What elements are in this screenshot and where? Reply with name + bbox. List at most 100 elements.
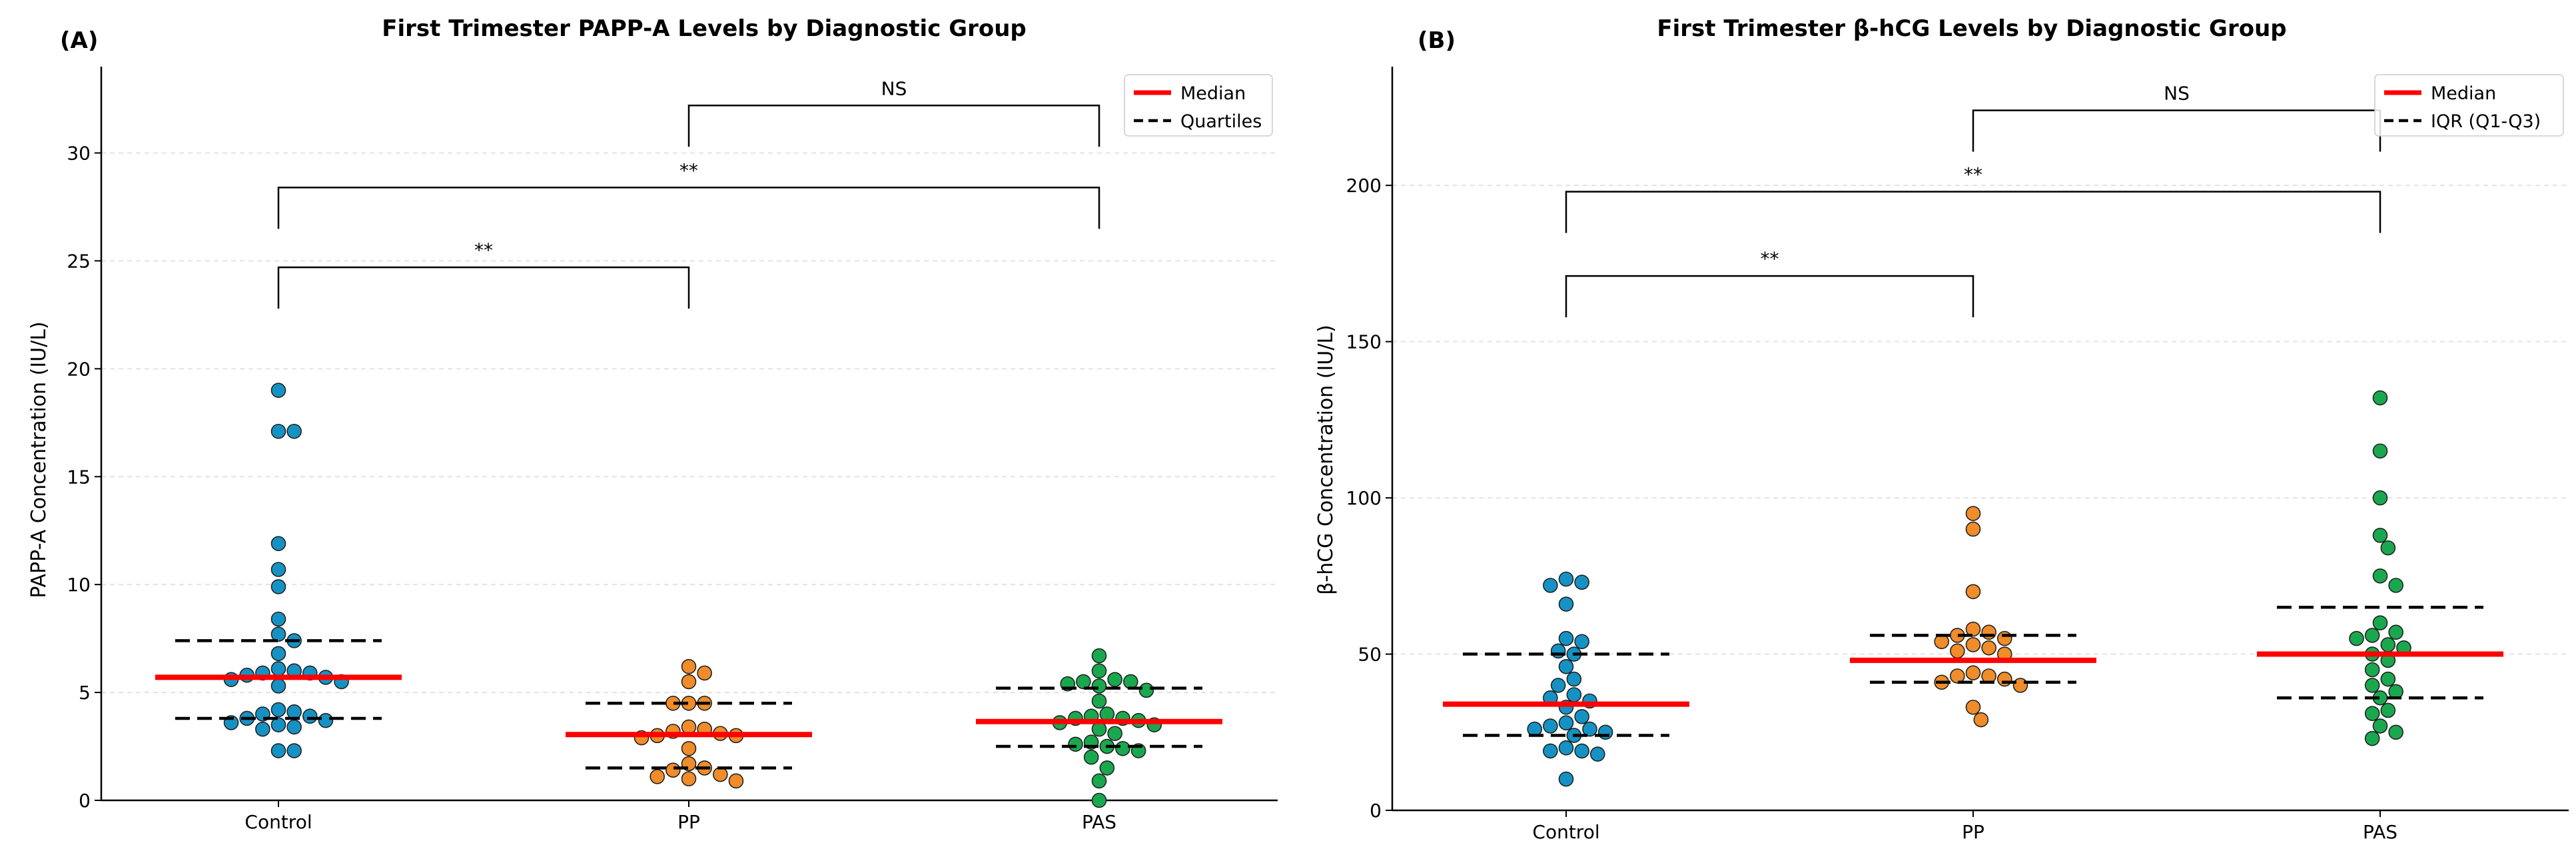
data-point-pas [2388,624,2403,640]
data-point-control [1566,687,1582,702]
data-point-pas [1083,749,1099,765]
data-point-pp [1965,621,1981,637]
data-point-control [1558,596,1574,612]
data-point-pp [1965,637,1981,652]
data-point-pas [2388,724,2403,740]
data-point-control [1574,743,1589,759]
significance-label: ** [474,239,493,261]
data-point-pp [2012,678,2028,693]
data-point-control [1566,671,1582,687]
data-point-control [1543,718,1558,734]
data-point-pp [1981,640,1996,656]
data-point-pas [1076,674,1091,690]
x-tick-label-control: Control [244,811,312,833]
data-point-control [1574,709,1589,724]
panel-a-title: First Trimester PAPP-A Levels by Diagnos… [382,15,1027,42]
data-point-pas [2380,702,2396,718]
data-point-control [270,562,286,577]
data-point-pas [1091,792,1107,808]
data-point-pp [681,771,697,786]
panel-b-y-axis-label: β-hCG Concentration (IU/L) [1314,325,1338,595]
data-point-pas [1091,663,1107,679]
data-point-pas [2372,390,2388,406]
significance-bracket [1972,109,2381,152]
data-point-control [270,611,286,627]
data-point-control [1574,634,1589,650]
data-point-pas [2380,540,2396,556]
data-point-pp [1981,624,1996,640]
data-point-control [286,423,302,439]
data-point-pas [1091,648,1107,664]
y-tick-label: 20 [67,358,91,380]
y-tick-label: 10 [67,574,91,596]
legend-label-iqr: IQR (Q1-Q3) [2431,111,2541,132]
data-point-control [270,661,286,676]
panel-a: (A) First Trimester PAPP-A Levels by Dia… [27,15,1278,833]
data-point-pp [697,665,712,681]
x-tick-label-pas: PAS [1082,811,1116,833]
data-point-pp [1965,665,1981,680]
data-point-pas [2364,706,2380,721]
data-point-control [270,646,286,662]
data-point-control [1574,574,1589,590]
significance-label: ** [679,159,698,181]
data-point-pas [1115,740,1130,756]
data-point-pp [1997,671,2012,687]
data-point-control [270,678,286,694]
legend-label-median: Median [1180,83,1246,104]
data-point-pas [1091,678,1107,694]
data-point-pas [1091,773,1107,789]
data-point-control [270,743,286,758]
data-point-pp [1965,584,1981,600]
legend: Median Quartiles [1124,74,1273,137]
data-point-pas [2380,671,2396,687]
data-point-pas [1107,726,1122,741]
data-point-pas [2372,718,2388,734]
panel-b: (B) First Trimester β-hCG Levels by Diag… [1314,15,2569,843]
y-tick-label: 5 [79,682,91,704]
significance-bracket [277,187,1100,229]
data-point-pp [728,773,744,789]
data-point-pp [681,658,697,674]
y-tick-label: 30 [67,143,91,165]
x-tick-label-pp: PP [677,811,700,833]
significance-bracket [1565,275,1974,318]
data-point-control [270,717,286,732]
data-point-control [1558,571,1574,587]
data-point-pp [681,740,697,756]
data-point-control [1550,643,1566,659]
significance-label: ** [1761,248,1779,270]
data-point-control [270,536,286,551]
y-tick-label: 100 [1346,487,1382,509]
data-point-pp [665,762,681,778]
data-point-pp [1965,699,1981,715]
y-tick-label: 200 [1346,175,1382,197]
data-point-pas [2364,662,2380,678]
x-tick-label-control: Control [1532,821,1599,843]
data-point-control [270,579,286,594]
data-point-pas [2372,615,2388,630]
data-point-pas [2364,678,2380,693]
data-point-pas [1091,693,1107,709]
data-point-pas [2372,443,2388,459]
y-tick-label: 0 [1370,800,1382,822]
significance-bracket [687,105,1100,147]
legend: Median IQR (Q1-Q3) [2374,74,2564,137]
significance-label: ** [1964,164,1982,186]
data-point-control [1558,715,1574,731]
y-tick-label: 0 [79,790,91,812]
data-point-pas [2380,637,2396,652]
data-point-pp [649,769,665,784]
data-point-control [286,743,302,758]
data-point-pp [1950,668,1965,684]
significance-bracket [1565,191,2381,233]
data-point-control [255,721,270,737]
significance-label: NS [2164,83,2190,105]
data-point-pas [2372,490,2388,506]
data-point-control [1590,746,1605,762]
data-point-control [270,383,286,399]
data-point-control [270,423,286,439]
panel-a-label: (A) [60,27,98,54]
legend-box [1124,74,1273,137]
y-tick-label: 50 [1358,644,1382,666]
